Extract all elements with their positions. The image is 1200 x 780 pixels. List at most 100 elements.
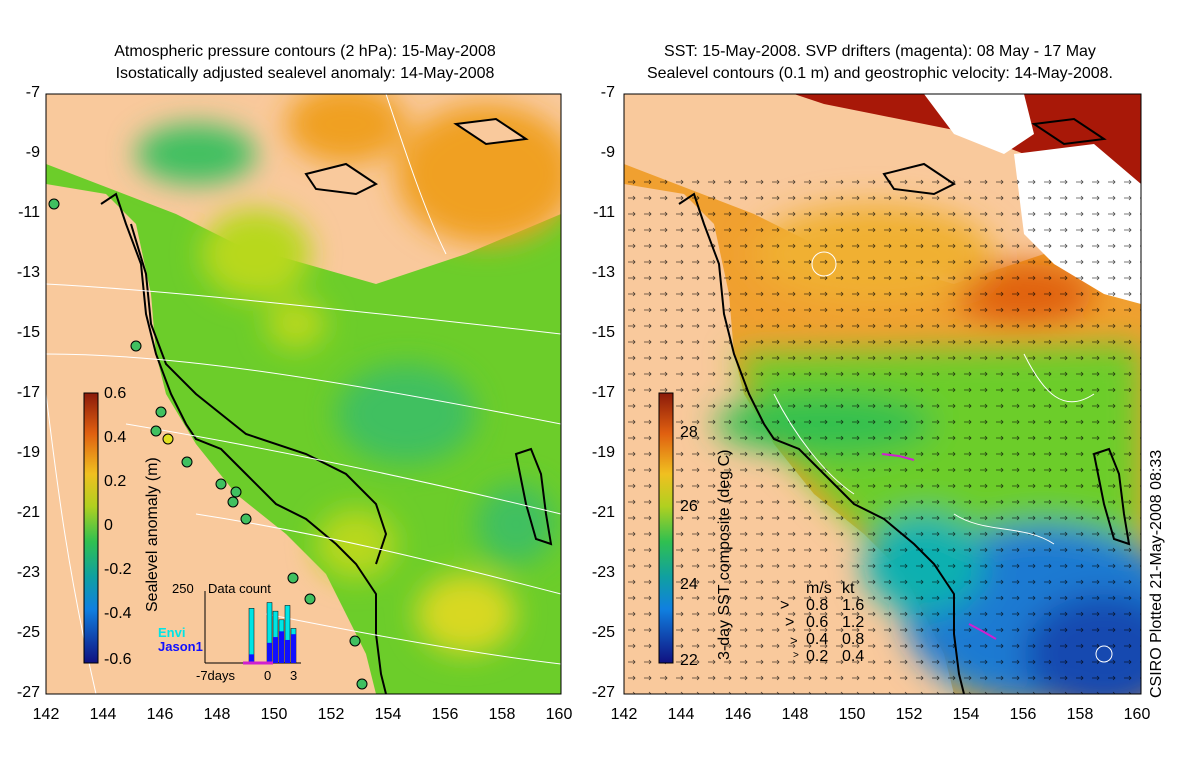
- inset-bar-jason: [291, 634, 296, 663]
- y-tick-label: -7: [600, 84, 615, 101]
- x-tick-label: 146: [146, 706, 174, 723]
- inset-bar-jason: [285, 639, 290, 663]
- y-tick-label: -23: [591, 564, 615, 581]
- inset-xlabel-zero: 0: [264, 668, 272, 683]
- right-cbar-tick: 22: [680, 652, 698, 669]
- x-tick-label: 154: [952, 706, 980, 723]
- y-tick-label: -27: [591, 684, 615, 701]
- y-tick-label: -13: [16, 264, 40, 281]
- x-tick-label: 146: [724, 706, 752, 723]
- x-tick-label: 150: [838, 706, 866, 723]
- drifter-track: [881, 453, 915, 461]
- y-tick-label: -15: [16, 324, 40, 341]
- y-tick-label: -15: [591, 324, 615, 341]
- inset-bar-jason: [279, 631, 284, 663]
- x-tick-label: 158: [488, 706, 516, 723]
- right-cbar-tick: 28: [680, 424, 698, 441]
- vel-row-kt: 1.6: [842, 597, 865, 614]
- right-title-line2: Sealevel contours (0.1 m) and geostrophi…: [646, 65, 1113, 82]
- vel-row-kt: 0.4: [842, 648, 865, 665]
- y-tick-label: -19: [16, 444, 40, 461]
- x-tick-label: 158: [1066, 706, 1094, 723]
- x-tick-label: 144: [89, 706, 117, 723]
- x-tick-label: 142: [610, 706, 638, 723]
- left-cbar-tick: -0.4: [104, 605, 132, 622]
- y-tick-label: -19: [591, 444, 615, 461]
- x-tick-label: 142: [32, 706, 60, 723]
- x-tick-label: 152: [317, 706, 345, 723]
- left-colorbar: [83, 392, 99, 664]
- left-cbar-tick: -0.2: [104, 561, 132, 578]
- y-tick-label: -17: [16, 384, 40, 401]
- right-map: [623, 93, 1142, 695]
- vel-row-ms: 0.4: [806, 631, 829, 648]
- drifter-track: [968, 623, 997, 640]
- right-reef-island: [1092, 447, 1131, 546]
- left-shelf: [130, 223, 388, 565]
- y-tick-label: -25: [591, 624, 615, 641]
- vel-arrow-icon: >: [790, 633, 798, 648]
- vel-row-ms: 0.8: [806, 597, 829, 614]
- y-tick-label: -17: [591, 384, 615, 401]
- y-tick-label: -25: [16, 624, 40, 641]
- vel-header-ms: m/s: [806, 580, 832, 597]
- inset-xlabel-start: -7days: [196, 668, 236, 683]
- left-islands: [304, 117, 529, 196]
- y-tick-label: -11: [18, 204, 40, 221]
- left-title-line2: Isostatically adjusted sealevel anomaly:…: [115, 65, 495, 82]
- right-title-line1: SST: 15-May-2008. SVP drifters (magenta)…: [664, 43, 1096, 60]
- vel-arrow-icon: >: [785, 614, 795, 631]
- y-tick-label: -9: [25, 144, 40, 161]
- x-tick-label: 148: [203, 706, 231, 723]
- x-tick-label: 150: [260, 706, 288, 723]
- inset-legend-jason: Jason1: [158, 639, 203, 654]
- credit-label: CSIRO Plotted 21-May-2008 08:33: [1148, 449, 1165, 698]
- y-tick-label: -11: [593, 204, 615, 221]
- inset-bar-jason: [249, 654, 254, 663]
- right-islands: [882, 117, 1107, 196]
- left-reef-island: [514, 447, 553, 546]
- inset-bars: [204, 591, 301, 665]
- y-tick-label: -9: [600, 144, 615, 161]
- x-tick-label: 156: [1009, 706, 1037, 723]
- x-tick-label: 152: [895, 706, 923, 723]
- inset-bar-jason: [273, 637, 278, 663]
- vel-row-kt: 1.2: [842, 614, 865, 631]
- left-cbar-tick: 0: [104, 517, 113, 534]
- x-tick-label: 148: [781, 706, 809, 723]
- left-cbar-tick: 0.2: [104, 473, 127, 490]
- left-colorbar-label: Sealevel anomaly (m): [144, 457, 161, 612]
- vel-arrow-icon: >: [780, 597, 790, 614]
- inset-xlabel-end: 3: [290, 668, 298, 683]
- y-tick-label: -27: [16, 684, 40, 701]
- left-cbar-tick: 0.4: [104, 429, 127, 446]
- vel-row-kt: 0.8: [842, 631, 865, 648]
- right-colorbar-label: 3-day SST composite (deg C): [716, 449, 733, 660]
- vel-row-ms: 0.6: [806, 614, 829, 631]
- vel-row-ms: 0.2: [806, 648, 829, 665]
- inset-bar-jason: [267, 642, 272, 663]
- y-tick-label: -21: [16, 504, 40, 521]
- right-coast: [678, 192, 965, 694]
- y-tick-label: -13: [591, 264, 615, 281]
- right-cloud-red: [794, 94, 1141, 254]
- left-cbar-tick: -0.6: [104, 651, 132, 668]
- left-cbar-tick: 0.6: [104, 385, 127, 402]
- vel-arrow-icon: >: [793, 650, 799, 661]
- right-cbar-tick: 24: [680, 576, 698, 593]
- inset-max-label: 250: [172, 581, 194, 596]
- left-coast: [100, 192, 387, 694]
- left-title-line1: Atmospheric pressure contours (2 hPa): 1…: [114, 43, 496, 60]
- inset-label: Data count: [208, 581, 271, 596]
- right-colorbar: [658, 392, 674, 664]
- y-tick-label: -23: [16, 564, 40, 581]
- vel-header-kt: kt: [842, 580, 855, 597]
- x-tick-label: 160: [1123, 706, 1151, 723]
- y-tick-label: -7: [25, 84, 40, 101]
- inset-legend-envi: Envi: [158, 625, 186, 640]
- right-cbar-tick: 26: [680, 498, 698, 515]
- x-tick-label: 144: [667, 706, 695, 723]
- x-tick-label: 160: [545, 706, 573, 723]
- x-tick-label: 156: [431, 706, 459, 723]
- x-tick-label: 154: [374, 706, 402, 723]
